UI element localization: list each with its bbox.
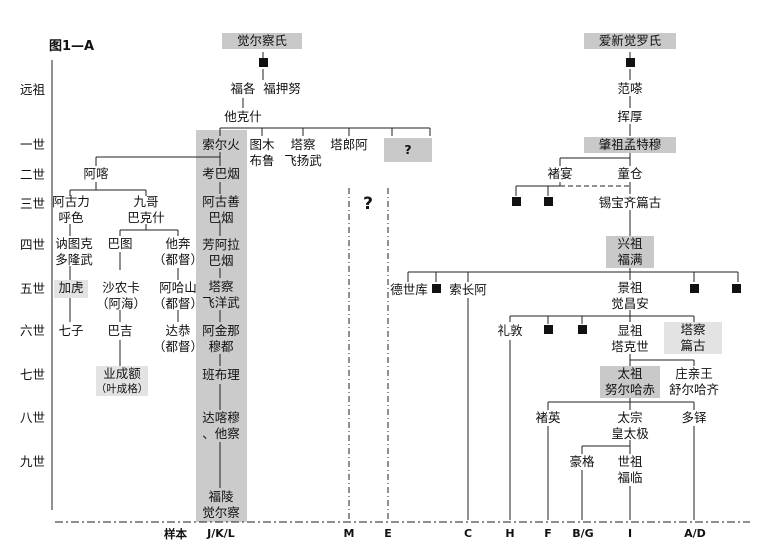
gen5-shanongka: 沙农卡 （阿海）	[96, 280, 147, 311]
gen7-zhuangqinwang: 庄亲王 舒尔哈齐	[668, 366, 719, 397]
unknown-question: ?	[363, 194, 373, 214]
xingzu: 兴祖 福满	[606, 236, 654, 268]
gen3-jiuge: 九哥 巴克什	[127, 194, 165, 225]
generation-label: 八世	[20, 410, 46, 425]
gen7-note: （叶成格）	[95, 383, 149, 395]
sample-code: E	[384, 527, 392, 540]
gen8-duoduo: 多铎	[681, 410, 707, 425]
gen2-chuyan: 褚宴	[547, 166, 573, 181]
gen1-tumu: 图木 布鲁	[249, 137, 275, 168]
main-lineage-column-highlight	[196, 130, 247, 522]
generation-label: 七世	[20, 367, 46, 382]
progenitor: 他克什	[224, 109, 262, 124]
main-tacha: 塔察 飞洋武	[202, 279, 240, 310]
ancestor-fuge: 福各	[230, 81, 256, 96]
unknown-person-marker	[732, 284, 741, 293]
generation-label: 三世	[20, 196, 46, 211]
gen5-ahashan: 阿哈山 （都督）	[152, 280, 203, 311]
gen5-jingzu: 景祖 觉昌安	[611, 280, 649, 311]
generation-label: 远祖	[20, 82, 46, 97]
unknown-person-marker	[432, 284, 441, 293]
gen6-xianzu: 显祖 塔克世	[611, 323, 649, 354]
sample-code: A/D	[684, 527, 706, 540]
unknown-person-marker	[512, 197, 521, 206]
gen4-batu: 巴图	[107, 236, 133, 251]
unknown-person-marker	[259, 58, 268, 67]
generation-label: 九世	[20, 454, 46, 469]
unknown-person-marker	[690, 284, 699, 293]
sample-code: J/K/L	[207, 527, 235, 540]
gen4-taben: 他奔 （都督）	[152, 236, 203, 267]
main-agushan: 阿古善 巴烟	[202, 194, 240, 225]
ancestor-huihou: 挥厚	[617, 109, 643, 124]
gen9-haoge: 豪格	[569, 454, 595, 469]
clan-left: 觉尔察氏	[222, 33, 302, 49]
gen7-box	[96, 366, 148, 396]
gen6-qizi: 七子	[58, 323, 84, 338]
gen5-jiahu: 加虎	[54, 280, 88, 298]
gen1-tacha: 塔察 飞扬武	[284, 137, 322, 168]
main-fangala: 芳阿拉 巴烟	[202, 237, 240, 268]
gen5-suochanga: 索长阿	[449, 282, 487, 297]
sample-code: H	[505, 527, 515, 540]
ancestor-fuyanu: 福押努	[263, 81, 301, 96]
generation-label: 五世	[20, 281, 46, 296]
generation-label: 二世	[20, 167, 46, 182]
sample-code: B/G	[572, 527, 594, 540]
gen8-taizong: 太宗 皇太极	[611, 410, 649, 441]
sample-code: F	[544, 527, 552, 540]
branch-ake: 阿喀	[83, 166, 109, 181]
gen9-shizu: 世祖 福临	[617, 454, 643, 485]
sample-code: I	[627, 527, 633, 540]
ancestor-fancha: 范嗏	[617, 81, 643, 96]
gen6-dagong: 达恭 （都督）	[152, 323, 203, 354]
gen6-baji: 巴吉	[107, 323, 133, 338]
gen8-chuying: 褚英	[535, 410, 561, 425]
clan-right: 爱新觉罗氏	[584, 33, 676, 49]
gen5-deshiku: 德世库	[390, 282, 428, 297]
gen3-xibaoqi: 锡宝齐篇古	[598, 195, 662, 210]
gen7-taizu: 太祖 努尔哈赤	[600, 366, 660, 398]
figure-title: 图1—A	[49, 39, 95, 54]
main-fuling: 福陵 觉尔察	[202, 489, 240, 520]
unknown-person-marker	[544, 325, 553, 334]
main-ajinna: 阿金那 穆都	[202, 323, 240, 354]
main-banbuli: 班布理	[202, 367, 240, 382]
gen3-aguli: 阿古力 呼色	[52, 194, 90, 225]
unknown-person-marker	[578, 325, 587, 334]
generation-label: 六世	[20, 323, 46, 338]
gen4-netuke: 讷图克 多隆武	[55, 236, 93, 267]
zhaozu: 肇祖孟特穆	[584, 137, 676, 153]
unknown-person-marker	[626, 58, 635, 67]
gen6-tacha-pianggu: 塔察 篇古	[664, 322, 722, 354]
gen6-lidun: 礼敦	[497, 323, 523, 338]
main-kaobayan: 考巴烟	[202, 166, 240, 181]
gen1-unknown: ?	[384, 138, 432, 162]
main-dakamu: 达喀穆 、他察	[202, 410, 240, 441]
generation-label: 一世	[20, 137, 46, 152]
gen1-suoerhuo: 索尔火	[202, 137, 240, 152]
gen1-talanga: 塔郎阿	[330, 137, 368, 152]
gen2-tongcang: 童仓	[617, 166, 643, 181]
generation-label: 四世	[20, 237, 46, 252]
sample-label: 样本	[164, 527, 187, 541]
sample-code: C	[463, 527, 473, 540]
gen7-yechenge: 业成额	[103, 366, 141, 381]
sample-code: M	[343, 527, 355, 540]
unknown-person-marker	[544, 197, 553, 206]
